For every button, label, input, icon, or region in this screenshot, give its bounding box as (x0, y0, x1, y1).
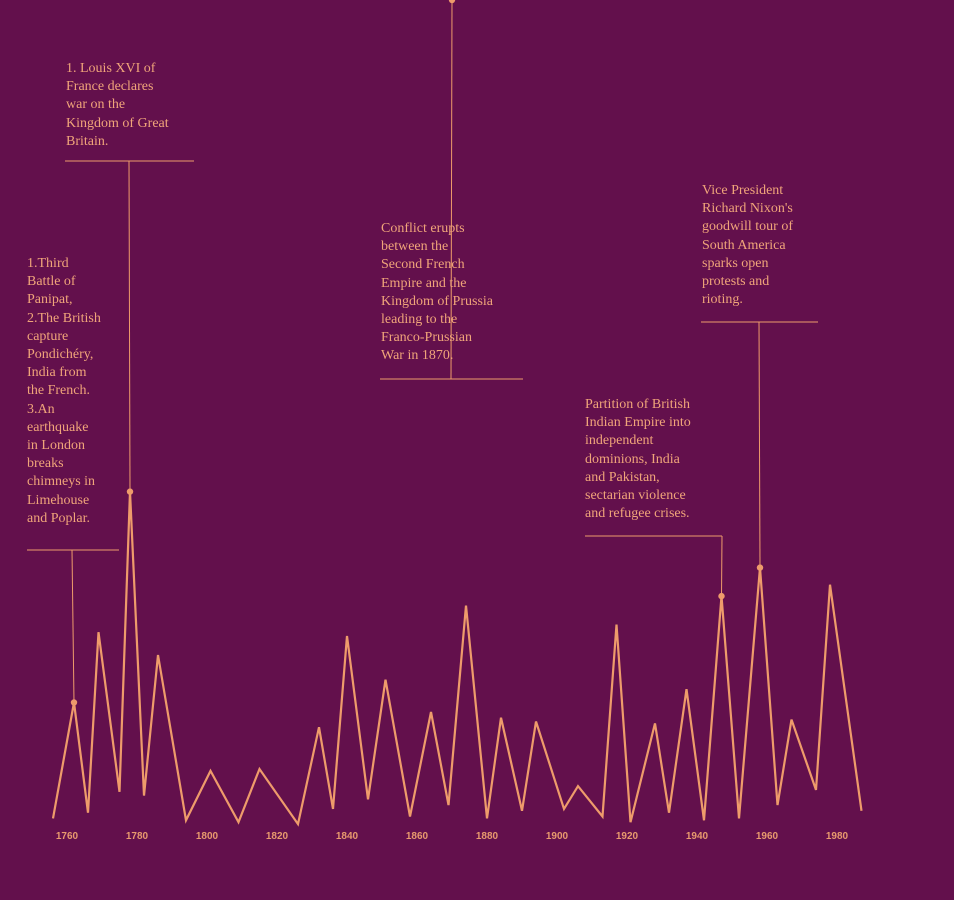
x-tick-label-1900: 1900 (546, 831, 569, 842)
series-line (51, 491, 863, 827)
annotation-marker-0 (70, 699, 78, 706)
annotation-marker-4 (756, 564, 764, 571)
x-tick-label-1920: 1920 (616, 831, 639, 842)
annotation-text-1947: Partition of British Indian Empire into … (585, 397, 691, 522)
annotation-text-1870: Conflict erupts between the Second Frenc… (381, 221, 493, 364)
x-tick-label-1780: 1780 (126, 831, 149, 842)
annotation-leader-3 (721, 535, 723, 597)
annotation-leader-4 (758, 321, 761, 568)
annotation-marker-1 (126, 488, 134, 495)
x-tick-label-1880: 1880 (476, 831, 499, 842)
x-tick-label-1940: 1940 (686, 831, 709, 842)
annotation-leader-2 (450, 0, 453, 380)
annotation-text-1958: Vice President Richard Nixon's goodwill … (702, 183, 793, 308)
x-tick-label-1960: 1960 (756, 831, 779, 842)
annotation-marker-2 (448, 0, 456, 4)
annotation-text-1778: 1. Louis XVI of France declares war on t… (66, 61, 169, 149)
annotation-leader-0 (71, 549, 75, 703)
x-tick-label-1840: 1840 (336, 831, 359, 842)
x-tick-label-1820: 1820 (266, 831, 289, 842)
annotation-leader-1 (128, 160, 131, 492)
x-tick-label-1800: 1800 (196, 831, 219, 842)
annotation-text-1761: 1.Third Battle of Panipat, 2.The British… (27, 256, 101, 526)
annotation-marker-3 (718, 592, 725, 600)
x-tick-label-1980: 1980 (826, 831, 849, 842)
x-tick-label-1760: 1760 (56, 831, 79, 842)
x-tick-label-1860: 1860 (406, 831, 429, 842)
